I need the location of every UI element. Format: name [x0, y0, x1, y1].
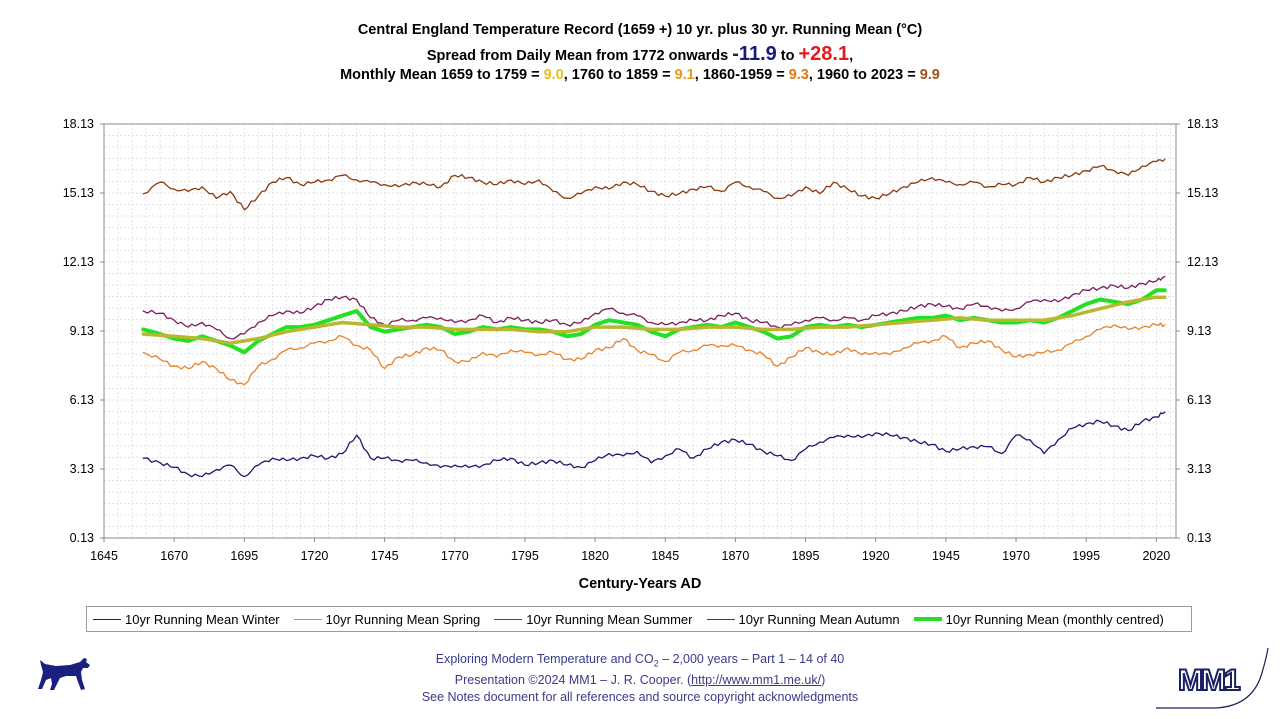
y-axis-right: 0.13 3.13 6.13 9.13 12.13 15.13 18.13 [1176, 117, 1218, 545]
series-line-10yr-running-mean-monthly-centred [141, 288, 1167, 355]
y-axis-left: 0.13 3.13 6.13 9.13 12.13 15.13 18.13 [63, 117, 104, 545]
y-tick-label-left: 18.13 [63, 117, 94, 131]
x-tick-label: 1795 [511, 549, 539, 563]
website-link[interactable]: http://www.mm1.me.uk/ [691, 673, 822, 687]
x-tick-label: 1770 [441, 549, 469, 563]
mean-value-2: 9.1 [674, 67, 695, 83]
y-tick-label-right: 9.13 [1187, 324, 1211, 338]
legend: 10yr Running Mean Winter 10yr Running Me… [86, 606, 1192, 632]
legend-label-autumn: 10yr Running Mean Autumn [738, 611, 900, 627]
x-tick-label: 1670 [160, 549, 188, 563]
logo-text: MM1 [1178, 664, 1240, 697]
spread-max-value: +28.1 [798, 43, 850, 65]
spread-min-value: -11.9 [732, 43, 777, 65]
series-line-30yr-running-mean [141, 295, 1167, 345]
y-tick-label-right: 0.13 [1187, 531, 1211, 545]
y-tick-label-left: 9.13 [70, 324, 94, 338]
legend-item-monthly: 10yr Running Mean (monthly centred) [913, 611, 1164, 627]
y-tick-label-left: 12.13 [63, 255, 94, 269]
legend-swatch-spring [293, 618, 322, 620]
series-group [141, 158, 1167, 478]
x-axis: 1645 1670 1695 1720 1745 1770 1795 1820 1845 1870… [90, 538, 1170, 563]
x-tick-label: 1895 [792, 549, 820, 563]
footer-text-1a: Exploring Modern Temperature and CO [435, 652, 654, 666]
spread-label: Spread from Daily Mean from 1772 onwards [426, 48, 733, 64]
dog-logo-icon [38, 658, 90, 690]
x-axis-label: Century-Years AD [579, 576, 702, 592]
mean-label-3: , 1860-1959 = [694, 67, 789, 83]
x-tick-label: 1645 [90, 549, 118, 563]
y-tick-label-right: 18.13 [1187, 117, 1218, 131]
mean-value-4: 9.9 [919, 67, 940, 83]
legend-label-summer: 10yr Running Mean Summer [526, 611, 693, 627]
y-tick-label-right: 12.13 [1187, 255, 1218, 269]
legend-label-winter: 10yr Running Mean Winter [125, 611, 280, 627]
mm1-logo: MM1 [1156, 647, 1269, 709]
x-tick-label: 1820 [581, 549, 609, 563]
x-tick-label: 1970 [1002, 549, 1030, 563]
footer-line-1: Exploring Modern Temperature and CO2 – 2… [0, 651, 1280, 672]
gridlines [103, 123, 1176, 539]
mean-value-1: 9.0 [543, 67, 564, 83]
chart-subtitle-means: Monthly Mean 1659 to 1759 = 9.0, 1760 to… [0, 67, 1280, 83]
footer-line-3: See Notes document for all references an… [421, 689, 859, 704]
x-tick-label: 1695 [230, 549, 258, 563]
chart-subtitle-spread: Spread from Daily Mean from 1772 onwards… [0, 43, 1280, 66]
spread-comma: , [849, 48, 854, 64]
legend-item-autumn: 10yr Running Mean Autumn [706, 611, 900, 627]
y-tick-label-left: 0.13 [70, 531, 94, 545]
x-tick-label: 1945 [932, 549, 960, 563]
y-tick-label-left: 3.13 [70, 462, 94, 476]
mean-value-3: 9.3 [788, 67, 809, 83]
footer-text-1b: – 2,000 years – Part 1 – 14 of 40 [658, 652, 845, 666]
legend-swatch-autumn [706, 618, 735, 620]
legend-label-monthly: 10yr Running Mean (monthly centred) [945, 611, 1164, 627]
y-tick-label-right: 6.13 [1187, 393, 1211, 407]
footer-line-2: Presentation ©2024 MM1 – J. R. Cooper. (… [0, 672, 1280, 689]
footer-text-2b: ) [821, 673, 826, 687]
logo-curve [1156, 647, 1269, 709]
temperature-chart: 0.13 3.13 6.13 9.13 12.13 15.13 18.13 0.13 3.13… [63, 117, 1219, 592]
legend-item-spring: 10yr Running Mean Spring [293, 611, 481, 627]
series-line-10yr-running-mean-winter [142, 411, 1166, 478]
footer-text-2a: Presentation ©2024 MM1 – J. R. Cooper. ( [454, 673, 692, 687]
y-tick-label-right: 3.13 [1187, 462, 1211, 476]
legend-label-spring: 10yr Running Mean Spring [325, 611, 481, 627]
legend-swatch-monthly [913, 617, 942, 621]
x-tick-label: 1845 [651, 549, 679, 563]
footer: Exploring Modern Temperature and CO2 – 2… [0, 651, 1280, 705]
mean-label-4: , 1960 to 2023 = [808, 67, 920, 83]
series-line-10yr-running-mean-summer [142, 158, 1166, 211]
series-line-10yr-running-mean-autumn [142, 275, 1166, 340]
y-tick-label-right: 15.13 [1187, 186, 1218, 200]
legend-swatch-winter [93, 618, 121, 620]
mean-label-1: Monthly Mean 1659 to 1759 = [340, 67, 544, 83]
y-tick-label-left: 15.13 [63, 186, 94, 200]
footer-co2-subscript: 2 [653, 658, 659, 669]
legend-item-winter: 10yr Running Mean Winter [93, 612, 280, 627]
spread-to: to [776, 48, 799, 64]
legend-swatch-summer [494, 618, 523, 620]
series-line-10yr-running-mean-spring [142, 322, 1166, 386]
x-tick-label: 1720 [301, 549, 329, 563]
x-tick-label: 1870 [722, 549, 750, 563]
x-tick-label: 1920 [862, 549, 890, 563]
mean-label-2: , 1760 to 1859 = [563, 67, 675, 83]
chart-title: Central England Temperature Record (1659… [357, 22, 923, 38]
y-tick-label-left: 6.13 [70, 393, 94, 407]
legend-item-summer: 10yr Running Mean Summer [494, 611, 693, 627]
x-tick-label: 1995 [1072, 549, 1100, 563]
x-tick-label: 2020 [1142, 549, 1170, 563]
x-tick-label: 1745 [371, 549, 399, 563]
